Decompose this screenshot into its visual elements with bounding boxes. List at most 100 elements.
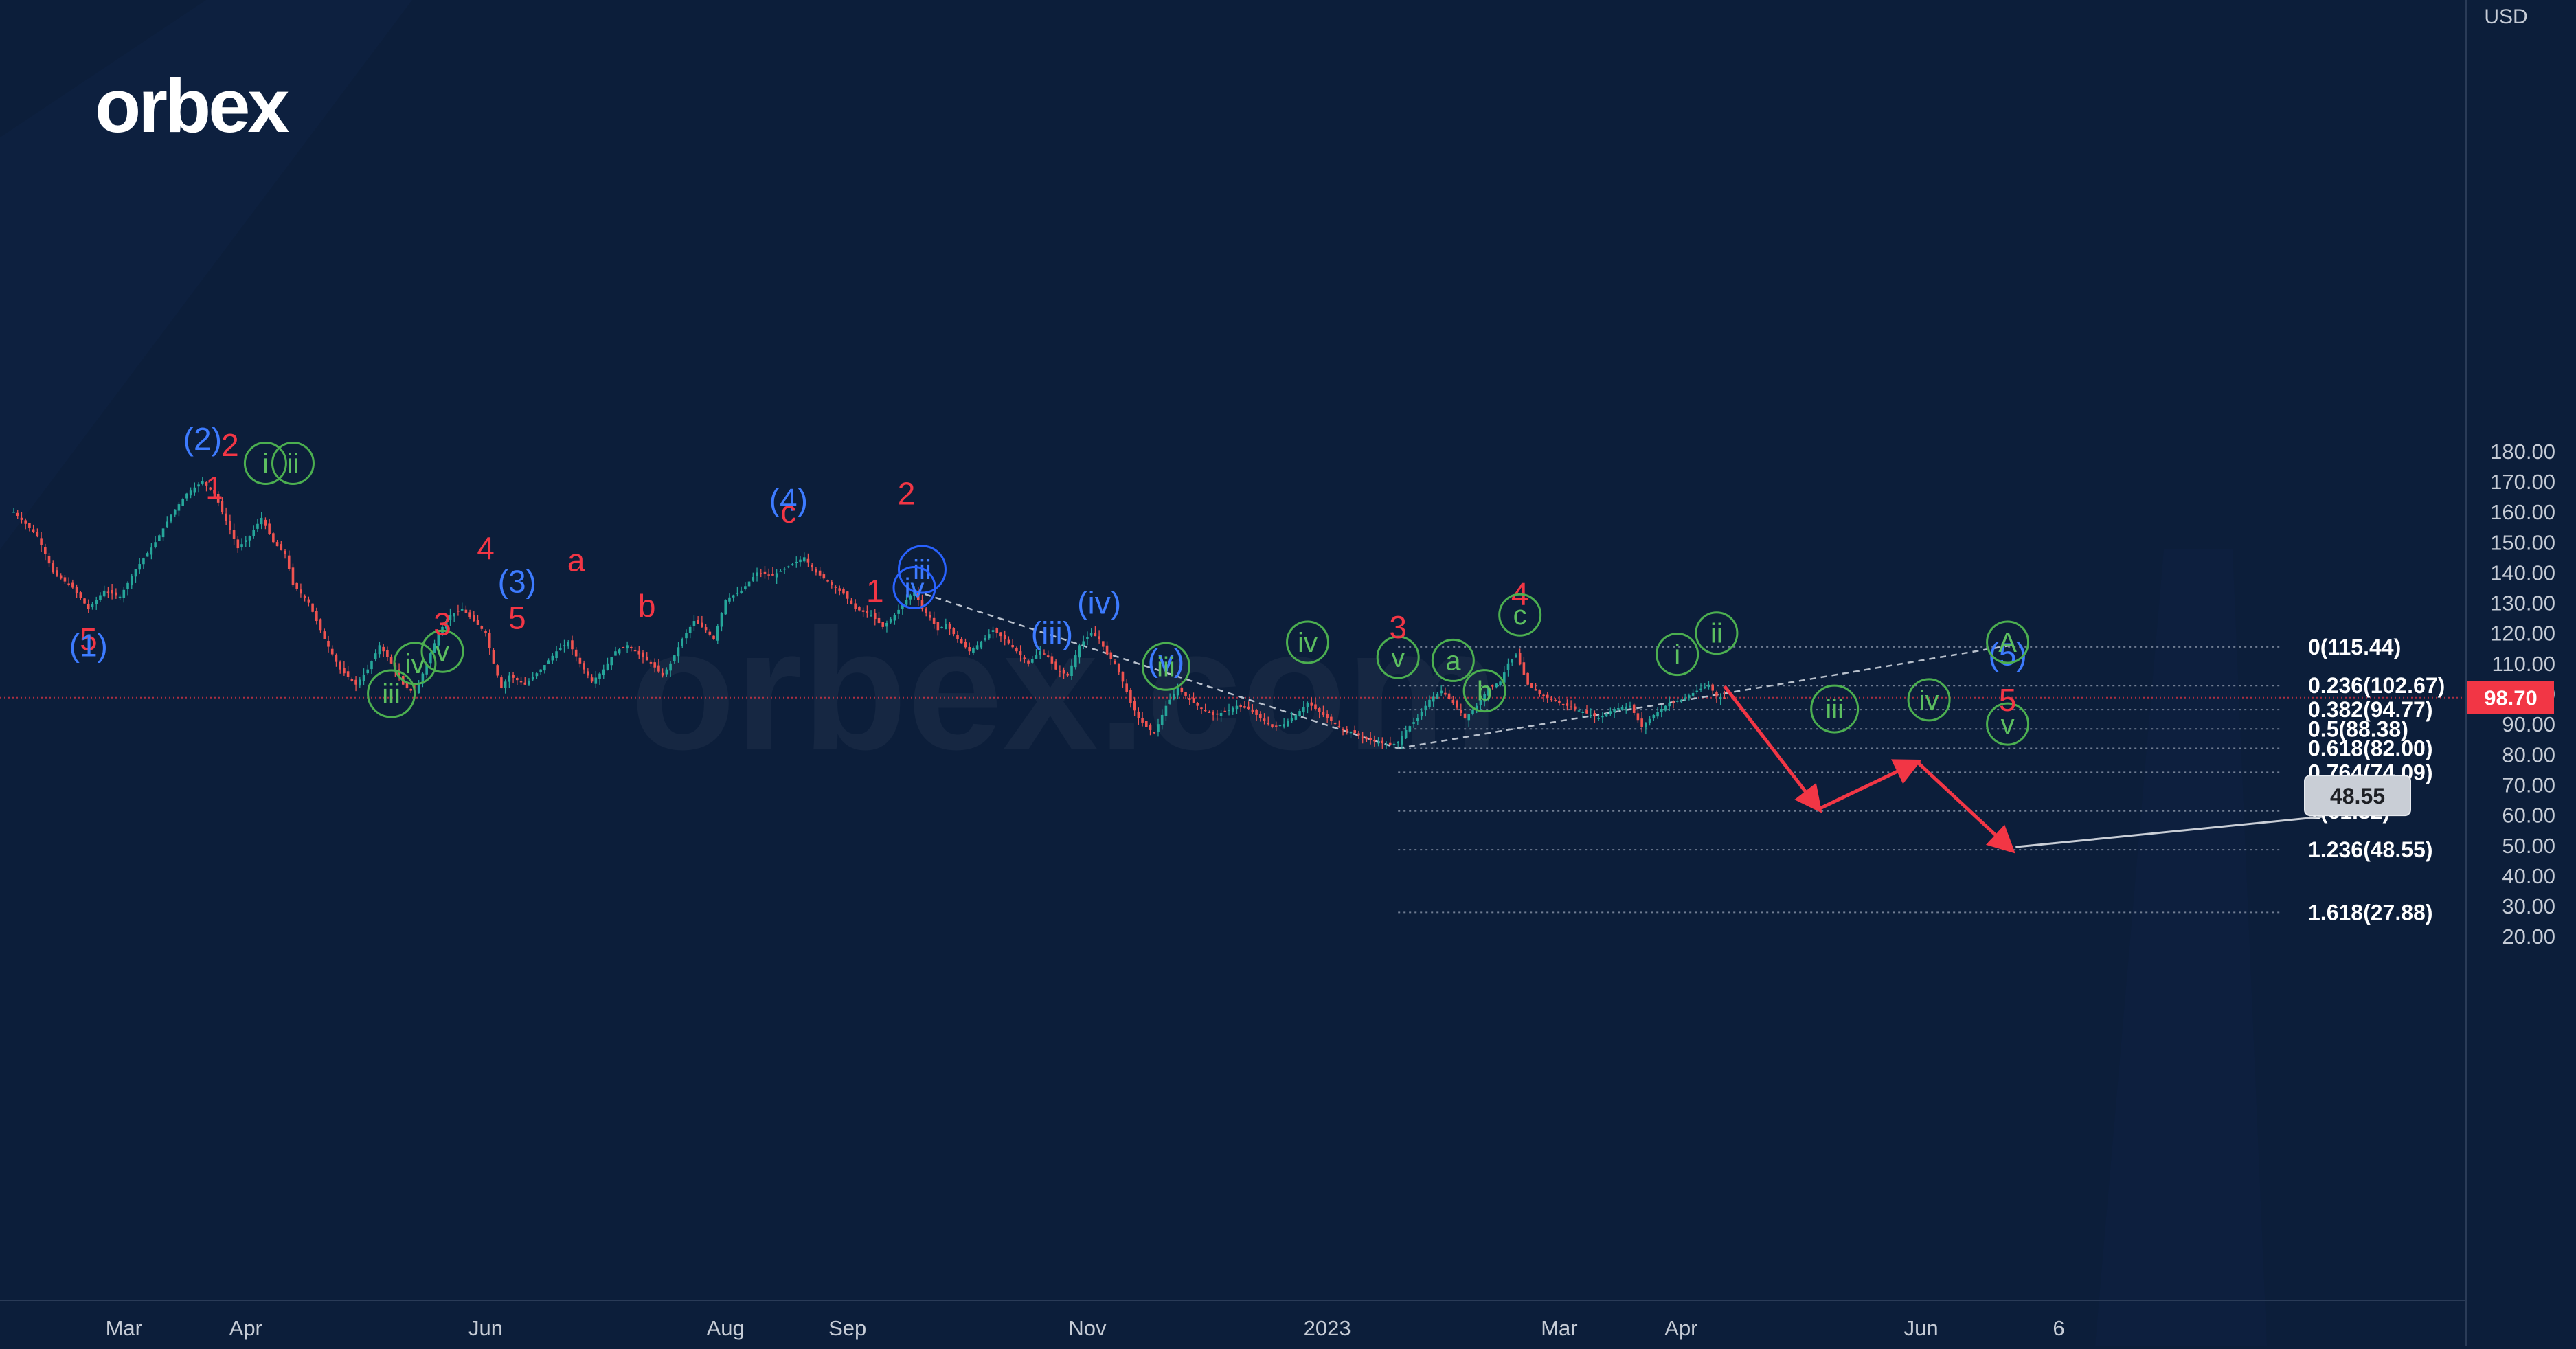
candle-body	[1711, 684, 1714, 691]
y-tick-label: 180.00	[2490, 440, 2555, 464]
candle-body	[889, 619, 892, 623]
candle-body	[1558, 700, 1561, 703]
candle-body	[311, 603, 314, 612]
candle-body	[71, 582, 74, 588]
candle-body	[1302, 707, 1305, 713]
wave-label-circle	[243, 441, 287, 485]
candle-body	[905, 600, 908, 605]
candle-body	[779, 571, 782, 572]
y-tick-label: 140.00	[2490, 560, 2555, 585]
wave-label: (1)	[69, 627, 108, 663]
candle-body	[173, 509, 177, 515]
candle-body	[389, 657, 393, 664]
wave-label-circle	[1462, 669, 1506, 713]
candle-body	[1212, 712, 1214, 715]
candle-body	[236, 539, 240, 549]
wave-label: 2	[898, 476, 916, 512]
candle-body	[1566, 703, 1569, 706]
candle-body	[767, 574, 770, 576]
candle-body	[622, 646, 625, 648]
candle-body	[500, 677, 503, 688]
candle-body	[578, 657, 582, 664]
candle-body	[327, 640, 330, 647]
time-axis[interactable]: Mar Apr Jun Aug Sep Nov 2023 Mar Apr Jun 6	[106, 1316, 2065, 1340]
candle-body	[1274, 725, 1278, 727]
candle-body	[897, 609, 900, 614]
candle-body	[1703, 686, 1706, 688]
candle-body	[1648, 718, 1651, 723]
candle-body	[1200, 707, 1203, 710]
candle-body	[1330, 716, 1333, 721]
candle-body	[893, 615, 896, 621]
candle-body	[248, 536, 251, 541]
candle-body	[1059, 671, 1061, 672]
candle-body	[1511, 659, 1514, 663]
price-axis-panel	[2466, 0, 2576, 1346]
currency-label: USD	[2484, 5, 2527, 28]
y-tick-label: 20.00	[2502, 925, 2555, 949]
candle-body	[252, 530, 256, 536]
candle-body	[83, 598, 86, 604]
candle-body	[1287, 721, 1289, 727]
candle-body	[1188, 698, 1191, 700]
y-tick-label: 160.00	[2490, 500, 2555, 524]
candle-body	[20, 517, 23, 520]
trend-lines	[914, 589, 2012, 749]
y-tick-label: 80.00	[2502, 742, 2555, 767]
candle-body	[747, 581, 751, 587]
candle-body	[909, 595, 912, 600]
candle-body	[571, 640, 574, 650]
x-tick-label: Nov	[1068, 1316, 1107, 1340]
candle-body	[1133, 701, 1136, 711]
candle-body	[300, 589, 302, 594]
candle-body	[1440, 690, 1443, 694]
candle-body	[225, 513, 227, 521]
candle-body	[1149, 725, 1152, 730]
candle-body	[1617, 707, 1620, 710]
candle-body	[1082, 641, 1085, 646]
candle-body	[323, 631, 326, 639]
candle-body	[1023, 657, 1026, 659]
y-tick-label: 50.00	[2502, 834, 2555, 858]
candle-body	[1342, 729, 1344, 730]
candle-body	[1247, 706, 1250, 710]
candle-body	[881, 622, 885, 627]
candle-body	[142, 558, 145, 565]
candle-body	[1456, 701, 1458, 708]
wave-label: 1	[866, 573, 884, 609]
candle-body	[1404, 729, 1408, 738]
candle-body	[1397, 742, 1399, 744]
candle-body	[398, 669, 400, 678]
candle-body	[1216, 713, 1219, 715]
candle-body	[1160, 714, 1164, 725]
candle-body	[795, 561, 798, 563]
candle-body	[429, 653, 432, 664]
candle-body	[1184, 692, 1187, 696]
candle-body	[1436, 694, 1439, 699]
x-tick-label: 2023	[1304, 1316, 1351, 1340]
candle-body	[1117, 663, 1120, 673]
candle-body	[614, 651, 617, 656]
price-series	[12, 477, 1726, 749]
candle-body	[1502, 672, 1506, 683]
fib-level-label: 0.618(82.00)	[2308, 736, 2432, 760]
candle-body	[284, 550, 286, 554]
candle-body	[63, 577, 67, 582]
y-tick-label: 110.00	[2492, 652, 2555, 676]
candle-body	[716, 626, 719, 641]
candle-body	[67, 583, 70, 585]
candle-body	[1043, 653, 1046, 655]
candle-body	[516, 678, 519, 681]
candle-body	[775, 573, 778, 578]
candle-body	[47, 555, 51, 564]
candle-body	[291, 567, 295, 585]
candle-body	[1196, 703, 1199, 706]
candle-body	[181, 499, 184, 506]
candle-body	[838, 588, 841, 591]
candle-body	[815, 569, 817, 573]
target-tag-bg	[2304, 775, 2411, 817]
y-tick-label: 90.00	[2502, 712, 2555, 736]
candle-body	[1357, 733, 1360, 736]
candle-body	[315, 611, 318, 622]
